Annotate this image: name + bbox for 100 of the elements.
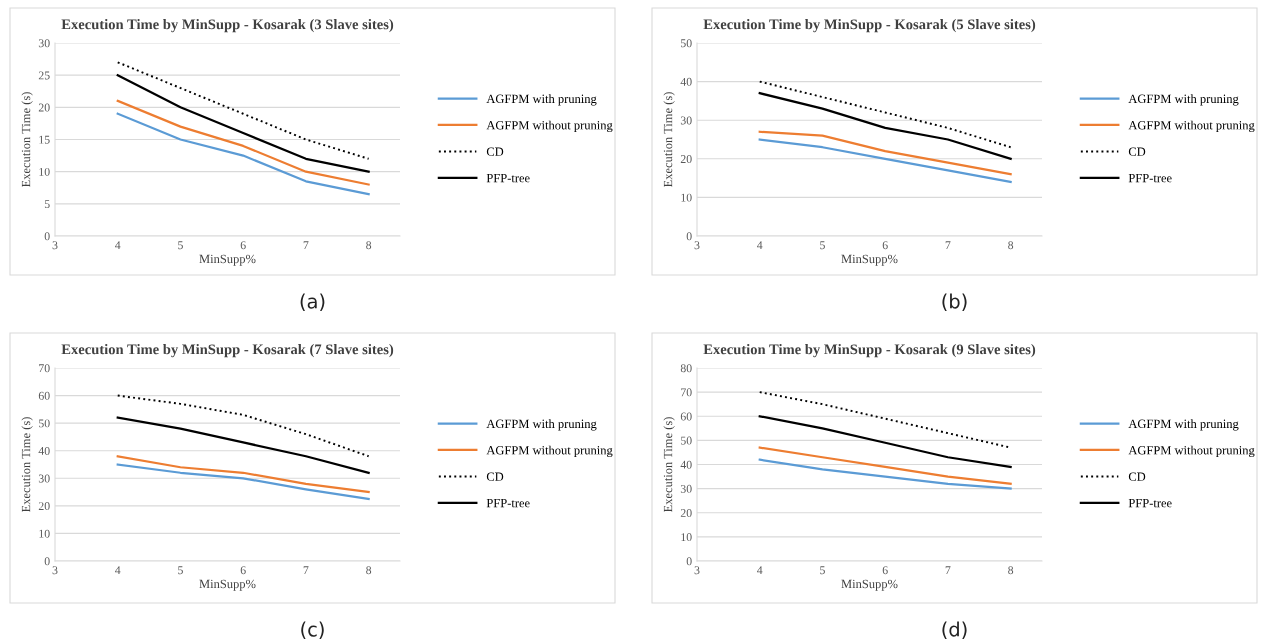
y-tick-label: 30	[680, 484, 692, 493]
x-axis-title: MinSupp%	[841, 254, 898, 266]
line-series	[758, 138, 1012, 184]
legend-label: AGFPM without pruning	[486, 445, 613, 458]
y-tick-label: 60	[38, 391, 50, 400]
legend-label: AGFPM with pruning	[486, 94, 597, 106]
legend-label: AGFPM with pruning	[1128, 419, 1239, 431]
x-tick-label: 7	[303, 241, 309, 250]
y-axis-title: Execution Time (s)	[663, 92, 675, 188]
line-series	[116, 455, 370, 494]
line-series	[758, 92, 1012, 160]
legend-label: AGFPM with pruning	[1128, 94, 1239, 106]
x-tick-label: 8	[366, 241, 372, 250]
x-axis-title: MinSupp%	[841, 579, 898, 591]
y-tick-label: 50	[681, 436, 692, 445]
x-tick-label: 8	[1008, 241, 1014, 250]
x-tick-label: 6	[240, 566, 246, 575]
y-tick-label: 0	[686, 232, 692, 241]
chart-title: Execution Time by MinSupp - Kosarak (7 Slave sites)	[61, 343, 394, 358]
chart-title: Execution Time by MinSupp - Kosarak (3 Slave sites)	[61, 18, 394, 33]
line-series	[758, 458, 1012, 490]
line-series	[758, 130, 1012, 176]
legend-label: PFP-tree	[486, 174, 530, 183]
y-tick-label: 30	[38, 474, 50, 483]
legend-label: AGFPM with pruning	[486, 419, 597, 431]
y-tick-label: 40	[680, 460, 692, 469]
y-tick-label: 10	[39, 529, 50, 538]
x-tick-label: 6	[882, 566, 888, 575]
x-tick-label: 7	[945, 566, 951, 575]
x-tick-label: 4	[115, 241, 121, 250]
y-tick-label: 10	[681, 533, 692, 542]
x-tick-label: 5	[178, 566, 183, 575]
y-tick-label: 30	[38, 39, 50, 48]
legend-label: CD	[1128, 472, 1146, 481]
line-series	[116, 463, 370, 501]
x-tick-label: 6	[882, 241, 888, 250]
y-tick-label: 10	[39, 167, 50, 176]
line-series	[116, 74, 370, 173]
line-series	[758, 80, 1012, 149]
y-tick-label: 70	[39, 364, 50, 373]
chart-title: Execution Time by MinSupp - Kosarak (9 Slave sites)	[703, 343, 1036, 358]
x-tick-label: 4	[757, 241, 763, 250]
x-tick-label: 3	[694, 566, 700, 575]
x-tick-label: 4	[757, 566, 763, 575]
y-tick-label: 60	[680, 412, 692, 421]
x-tick-label: 8	[1008, 566, 1014, 575]
x-tick-label: 6	[240, 241, 246, 250]
legend-label: AGFPM without pruning	[1128, 120, 1255, 133]
y-tick-label: 70	[681, 388, 692, 397]
x-tick-label: 3	[694, 241, 700, 250]
line-series	[116, 416, 370, 474]
y-tick-label: 10	[681, 193, 692, 202]
y-axis-title: Execution Time (s)	[663, 417, 675, 513]
x-tick-label: 3	[52, 566, 58, 575]
y-tick-label: 30	[680, 116, 692, 125]
y-tick-label: 15	[39, 135, 50, 144]
text: (b)	[942, 293, 967, 311]
line-series	[116, 61, 370, 160]
x-tick-label: 8	[366, 566, 372, 575]
y-tick-label: 5	[44, 200, 50, 209]
line-series	[758, 446, 1012, 485]
y-tick-label: 25	[38, 71, 50, 80]
legend-label: AGFPM without pruning	[486, 120, 613, 133]
x-tick-label: 5	[820, 566, 825, 575]
legend-label: CD	[486, 472, 504, 481]
y-tick-label: 50	[39, 419, 50, 428]
x-tick-label: 3	[52, 241, 58, 250]
y-tick-label: 20	[38, 103, 50, 112]
x-tick-label: 5	[820, 241, 825, 250]
y-tick-label: 20	[680, 509, 692, 517]
line-series	[116, 99, 370, 186]
y-axis-title: Execution Time (s)	[21, 417, 33, 513]
legend-label: PFP-tree	[1128, 499, 1172, 508]
text: (d)	[942, 621, 967, 639]
legend-label: PFP-tree	[486, 499, 530, 508]
y-tick-label: 20	[38, 502, 50, 511]
x-axis-title: MinSupp%	[199, 254, 256, 266]
text: (c)	[301, 621, 324, 639]
y-tick-label: 0	[44, 557, 50, 566]
x-tick-label: 5	[178, 241, 183, 250]
y-tick-label: 20	[680, 155, 692, 164]
x-tick-label: 7	[945, 241, 951, 250]
y-axis-title: Execution Time (s)	[21, 92, 33, 188]
x-tick-label: 4	[115, 566, 121, 575]
y-tick-label: 0	[686, 557, 692, 566]
line-series	[758, 415, 1012, 469]
y-tick-label: 40	[680, 77, 692, 86]
legend-label: PFP-tree	[1128, 174, 1172, 183]
line-series	[116, 112, 370, 196]
legend-label: CD	[486, 147, 504, 156]
y-tick-label: 0	[44, 232, 50, 241]
legend-label: AGFPM without pruning	[1128, 445, 1255, 458]
text: (a)	[300, 293, 325, 311]
line-series	[116, 394, 370, 458]
x-axis-title: MinSupp%	[199, 579, 256, 591]
y-tick-label: 40	[38, 446, 50, 455]
y-tick-label: 80	[680, 364, 692, 373]
x-tick-label: 7	[303, 566, 309, 575]
y-tick-label: 50	[681, 39, 692, 48]
chart-title: Execution Time by MinSupp - Kosarak (5 Slave sites)	[703, 18, 1036, 33]
